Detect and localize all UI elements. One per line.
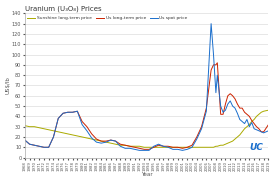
Us spot price: [23, 139, 26, 141]
Sunshine long-term price: [114, 143, 117, 145]
X-axis label: Year: Year: [141, 172, 152, 178]
Y-axis label: US$/lb: US$/lb: [6, 76, 10, 94]
Sunshine long-term price: [143, 146, 146, 148]
Sunshine long-term price: [166, 146, 170, 148]
Us long-term price: [267, 124, 270, 126]
Us spot price: [104, 141, 108, 143]
Us spot price: [209, 23, 213, 25]
Us spot price: [114, 140, 117, 142]
Line: Sunshine long-term price: Sunshine long-term price: [25, 110, 269, 147]
Us long-term price: [224, 103, 227, 105]
Us long-term price: [23, 139, 26, 141]
Sunshine long-term price: [176, 146, 179, 148]
Us spot price: [166, 146, 170, 148]
Us spot price: [267, 130, 270, 132]
Us long-term price: [176, 146, 179, 148]
Us long-term price: [262, 131, 265, 133]
Us long-term price: [114, 140, 117, 142]
Line: Us spot price: Us spot price: [25, 24, 269, 150]
Sunshine long-term price: [221, 144, 225, 146]
Line: Us long-term price: Us long-term price: [25, 63, 269, 149]
Us long-term price: [143, 148, 146, 150]
Legend: Sunshine long-term price, Us long-term price, Us spot price: Sunshine long-term price, Us long-term p…: [27, 16, 188, 20]
Text: Uranium (U₃O₈) Prices: Uranium (U₃O₈) Prices: [25, 5, 101, 12]
Us spot price: [224, 109, 227, 111]
Sunshine long-term price: [23, 125, 26, 127]
Us spot price: [262, 132, 265, 134]
Us spot price: [176, 148, 179, 150]
Sunshine long-term price: [104, 141, 108, 143]
Us long-term price: [166, 145, 170, 147]
Us spot price: [138, 149, 141, 152]
Us long-term price: [104, 140, 108, 142]
Sunshine long-term price: [267, 109, 270, 111]
Text: UC: UC: [250, 143, 264, 152]
Sunshine long-term price: [262, 110, 265, 112]
Us long-term price: [216, 62, 219, 64]
